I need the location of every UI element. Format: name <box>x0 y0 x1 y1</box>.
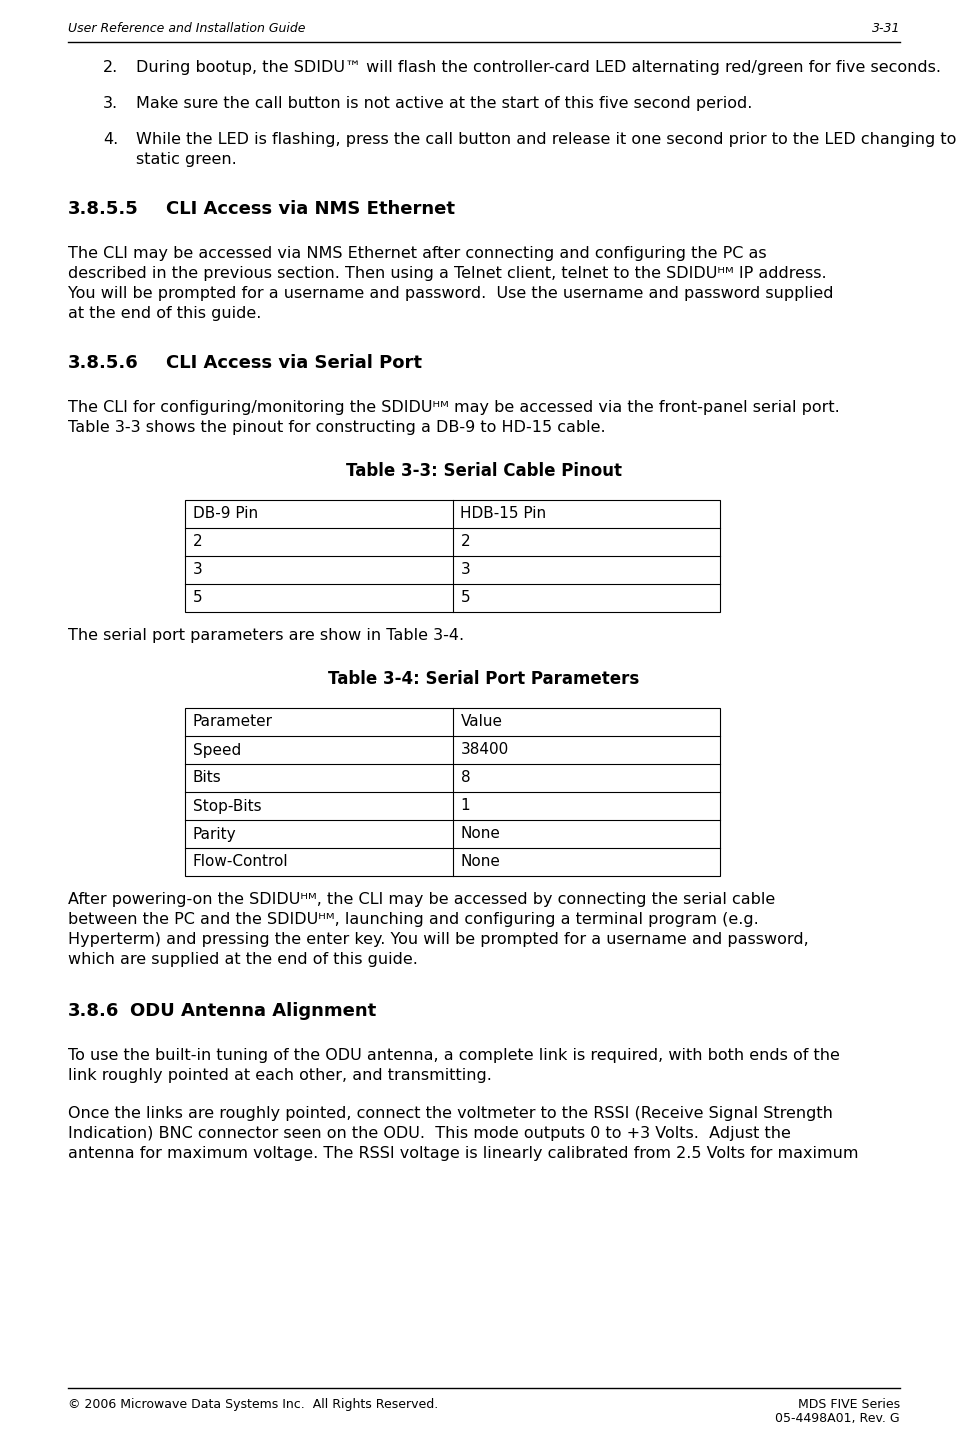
Text: 3.8.5.6: 3.8.5.6 <box>68 353 138 372</box>
Text: None: None <box>461 854 500 870</box>
Text: The CLI for configuring/monitoring the SDIDUᴴᴹ may be accessed via the front-pan: The CLI for configuring/monitoring the S… <box>68 401 840 415</box>
Text: Value: Value <box>461 714 502 730</box>
Text: 3: 3 <box>193 562 202 578</box>
Bar <box>185 708 720 876</box>
Text: Speed: Speed <box>193 743 241 757</box>
Text: between the PC and the SDIDUᴴᴹ, launching and configuring a terminal program (e.: between the PC and the SDIDUᴴᴹ, launchin… <box>68 912 759 927</box>
Text: 8: 8 <box>461 770 470 786</box>
Text: 3-31: 3-31 <box>871 21 900 34</box>
Text: After powering-on the SDIDUᴴᴹ, the CLI may be accessed by connecting the serial : After powering-on the SDIDUᴴᴹ, the CLI m… <box>68 892 775 907</box>
Text: Flow-Control: Flow-Control <box>193 854 288 870</box>
Bar <box>185 499 720 612</box>
Text: Parity: Parity <box>193 827 236 841</box>
Text: 5: 5 <box>193 591 202 605</box>
Text: The serial port parameters are show in Table 3-4.: The serial port parameters are show in T… <box>68 628 464 643</box>
Text: Indication) BNC connector seen on the ODU.  This mode outputs 0 to +3 Volts.  Ad: Indication) BNC connector seen on the OD… <box>68 1126 791 1141</box>
Text: described in the previous section. Then using a Telnet client, telnet to the SDI: described in the previous section. Then … <box>68 266 827 280</box>
Text: You will be prompted for a username and password.  Use the username and password: You will be prompted for a username and … <box>68 286 833 301</box>
Text: 38400: 38400 <box>461 743 509 757</box>
Text: CLI Access via Serial Port: CLI Access via Serial Port <box>166 353 422 372</box>
Text: 3: 3 <box>461 562 470 578</box>
Text: Make sure the call button is not active at the start of this five second period.: Make sure the call button is not active … <box>136 96 752 112</box>
Text: Table 3-3 shows the pinout for constructing a DB-9 to HD-15 cable.: Table 3-3 shows the pinout for construct… <box>68 421 606 435</box>
Text: 2: 2 <box>193 535 202 550</box>
Text: 4.: 4. <box>103 132 118 147</box>
Text: Stop-Bits: Stop-Bits <box>193 798 261 813</box>
Text: DB-9 Pin: DB-9 Pin <box>193 507 258 521</box>
Text: © 2006 Microwave Data Systems Inc.  All Rights Reserved.: © 2006 Microwave Data Systems Inc. All R… <box>68 1398 439 1411</box>
Text: 3.: 3. <box>103 96 118 112</box>
Text: None: None <box>461 827 500 841</box>
Text: ODU Antenna Alignment: ODU Antenna Alignment <box>130 1002 377 1020</box>
Text: Once the links are roughly pointed, connect the voltmeter to the RSSI (Receive S: Once the links are roughly pointed, conn… <box>68 1106 832 1120</box>
Text: The CLI may be accessed via NMS Ethernet after connecting and configuring the PC: The CLI may be accessed via NMS Ethernet… <box>68 246 767 260</box>
Text: 3.8.6: 3.8.6 <box>68 1002 119 1020</box>
Text: Hyperterm) and pressing the enter key. You will be prompted for a username and p: Hyperterm) and pressing the enter key. Y… <box>68 932 808 947</box>
Text: 2: 2 <box>461 535 470 550</box>
Text: While the LED is flashing, press the call button and release it one second prior: While the LED is flashing, press the cal… <box>136 132 956 147</box>
Text: CLI Access via NMS Ethernet: CLI Access via NMS Ethernet <box>166 200 455 218</box>
Text: antenna for maximum voltage. The RSSI voltage is linearly calibrated from 2.5 Vo: antenna for maximum voltage. The RSSI vo… <box>68 1146 859 1161</box>
Text: MDS FIVE Series: MDS FIVE Series <box>798 1398 900 1411</box>
Text: 3.8.5.5: 3.8.5.5 <box>68 200 138 218</box>
Text: 2.: 2. <box>103 60 118 74</box>
Text: 1: 1 <box>461 798 470 813</box>
Text: HDB-15 Pin: HDB-15 Pin <box>461 507 547 521</box>
Text: Bits: Bits <box>193 770 222 786</box>
Text: User Reference and Installation Guide: User Reference and Installation Guide <box>68 21 306 34</box>
Text: link roughly pointed at each other, and transmitting.: link roughly pointed at each other, and … <box>68 1068 492 1083</box>
Text: During bootup, the SDIDU™ will flash the controller-card LED alternating red/gre: During bootup, the SDIDU™ will flash the… <box>136 60 941 74</box>
Text: 05-4498A01, Rev. G: 05-4498A01, Rev. G <box>775 1412 900 1425</box>
Text: Table 3-4: Serial Port Parameters: Table 3-4: Serial Port Parameters <box>328 670 640 688</box>
Text: 5: 5 <box>461 591 470 605</box>
Text: static green.: static green. <box>136 152 237 167</box>
Text: Table 3-3: Serial Cable Pinout: Table 3-3: Serial Cable Pinout <box>346 462 622 479</box>
Text: To use the built-in tuning of the ODU antenna, a complete link is required, with: To use the built-in tuning of the ODU an… <box>68 1047 840 1063</box>
Text: Parameter: Parameter <box>193 714 273 730</box>
Text: at the end of this guide.: at the end of this guide. <box>68 306 261 321</box>
Text: which are supplied at the end of this guide.: which are supplied at the end of this gu… <box>68 952 418 967</box>
